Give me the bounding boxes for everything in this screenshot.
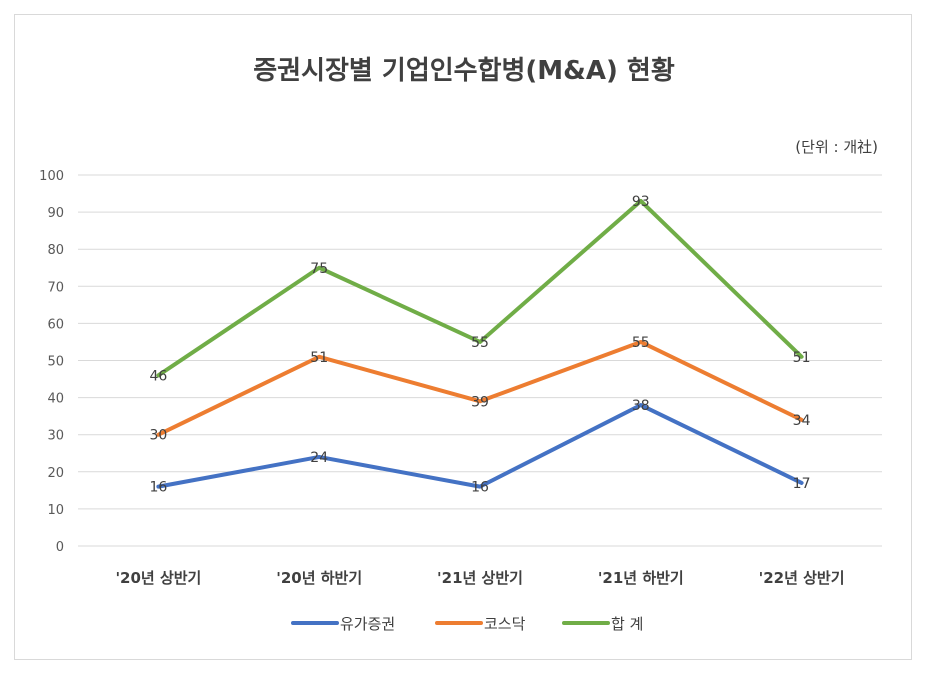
series-line-3 — [156, 198, 804, 378]
x-category-label: '20년 하반기 — [276, 569, 362, 587]
data-label: 55 — [471, 335, 489, 351]
data-label: 51 — [793, 350, 811, 366]
y-tick-label: 30 — [47, 429, 64, 444]
data-label: 34 — [793, 413, 811, 429]
data-label: 24 — [310, 450, 328, 466]
y-tick-label: 100 — [39, 169, 64, 184]
y-tick-label: 60 — [47, 317, 64, 332]
y-tick-label: 20 — [47, 466, 64, 481]
y-tick-label: 10 — [47, 503, 64, 518]
unit-label: (단위 : 개社) — [795, 138, 878, 156]
x-category-label: '21년 상반기 — [437, 569, 523, 587]
data-label: 17 — [793, 476, 811, 492]
y-tick-label: 70 — [47, 280, 64, 295]
x-category-label: '20년 상반기 — [115, 569, 201, 587]
chart-title: 증권시장별 기업인수합병(M&A) 현황 — [253, 56, 675, 86]
legend-label: 합 계 — [611, 615, 643, 633]
series-line-2 — [156, 339, 804, 437]
chart-frame — [14, 14, 912, 660]
y-tick-label: 40 — [47, 392, 64, 407]
data-label: 55 — [632, 335, 650, 351]
data-label: 39 — [471, 394, 489, 410]
y-tick-label: 80 — [47, 243, 64, 258]
y-tick-label: 90 — [47, 206, 64, 221]
data-label: 38 — [632, 398, 650, 414]
data-label: 46 — [149, 368, 167, 384]
x-category-label: '22년 상반기 — [759, 569, 845, 587]
legend-label: 코스닥 — [484, 615, 526, 633]
data-label: 75 — [310, 261, 328, 277]
data-label: 16 — [471, 480, 489, 496]
series-line-1 — [156, 403, 804, 489]
y-tick-label: 0 — [56, 540, 64, 555]
x-category-label: '21년 하반기 — [598, 569, 684, 587]
legend-label: 유가증권 — [340, 615, 395, 633]
data-label: 30 — [149, 428, 167, 444]
data-label: 51 — [310, 350, 328, 366]
data-label: 93 — [632, 194, 650, 210]
y-tick-label: 50 — [47, 355, 64, 370]
data-label: 16 — [149, 480, 167, 496]
